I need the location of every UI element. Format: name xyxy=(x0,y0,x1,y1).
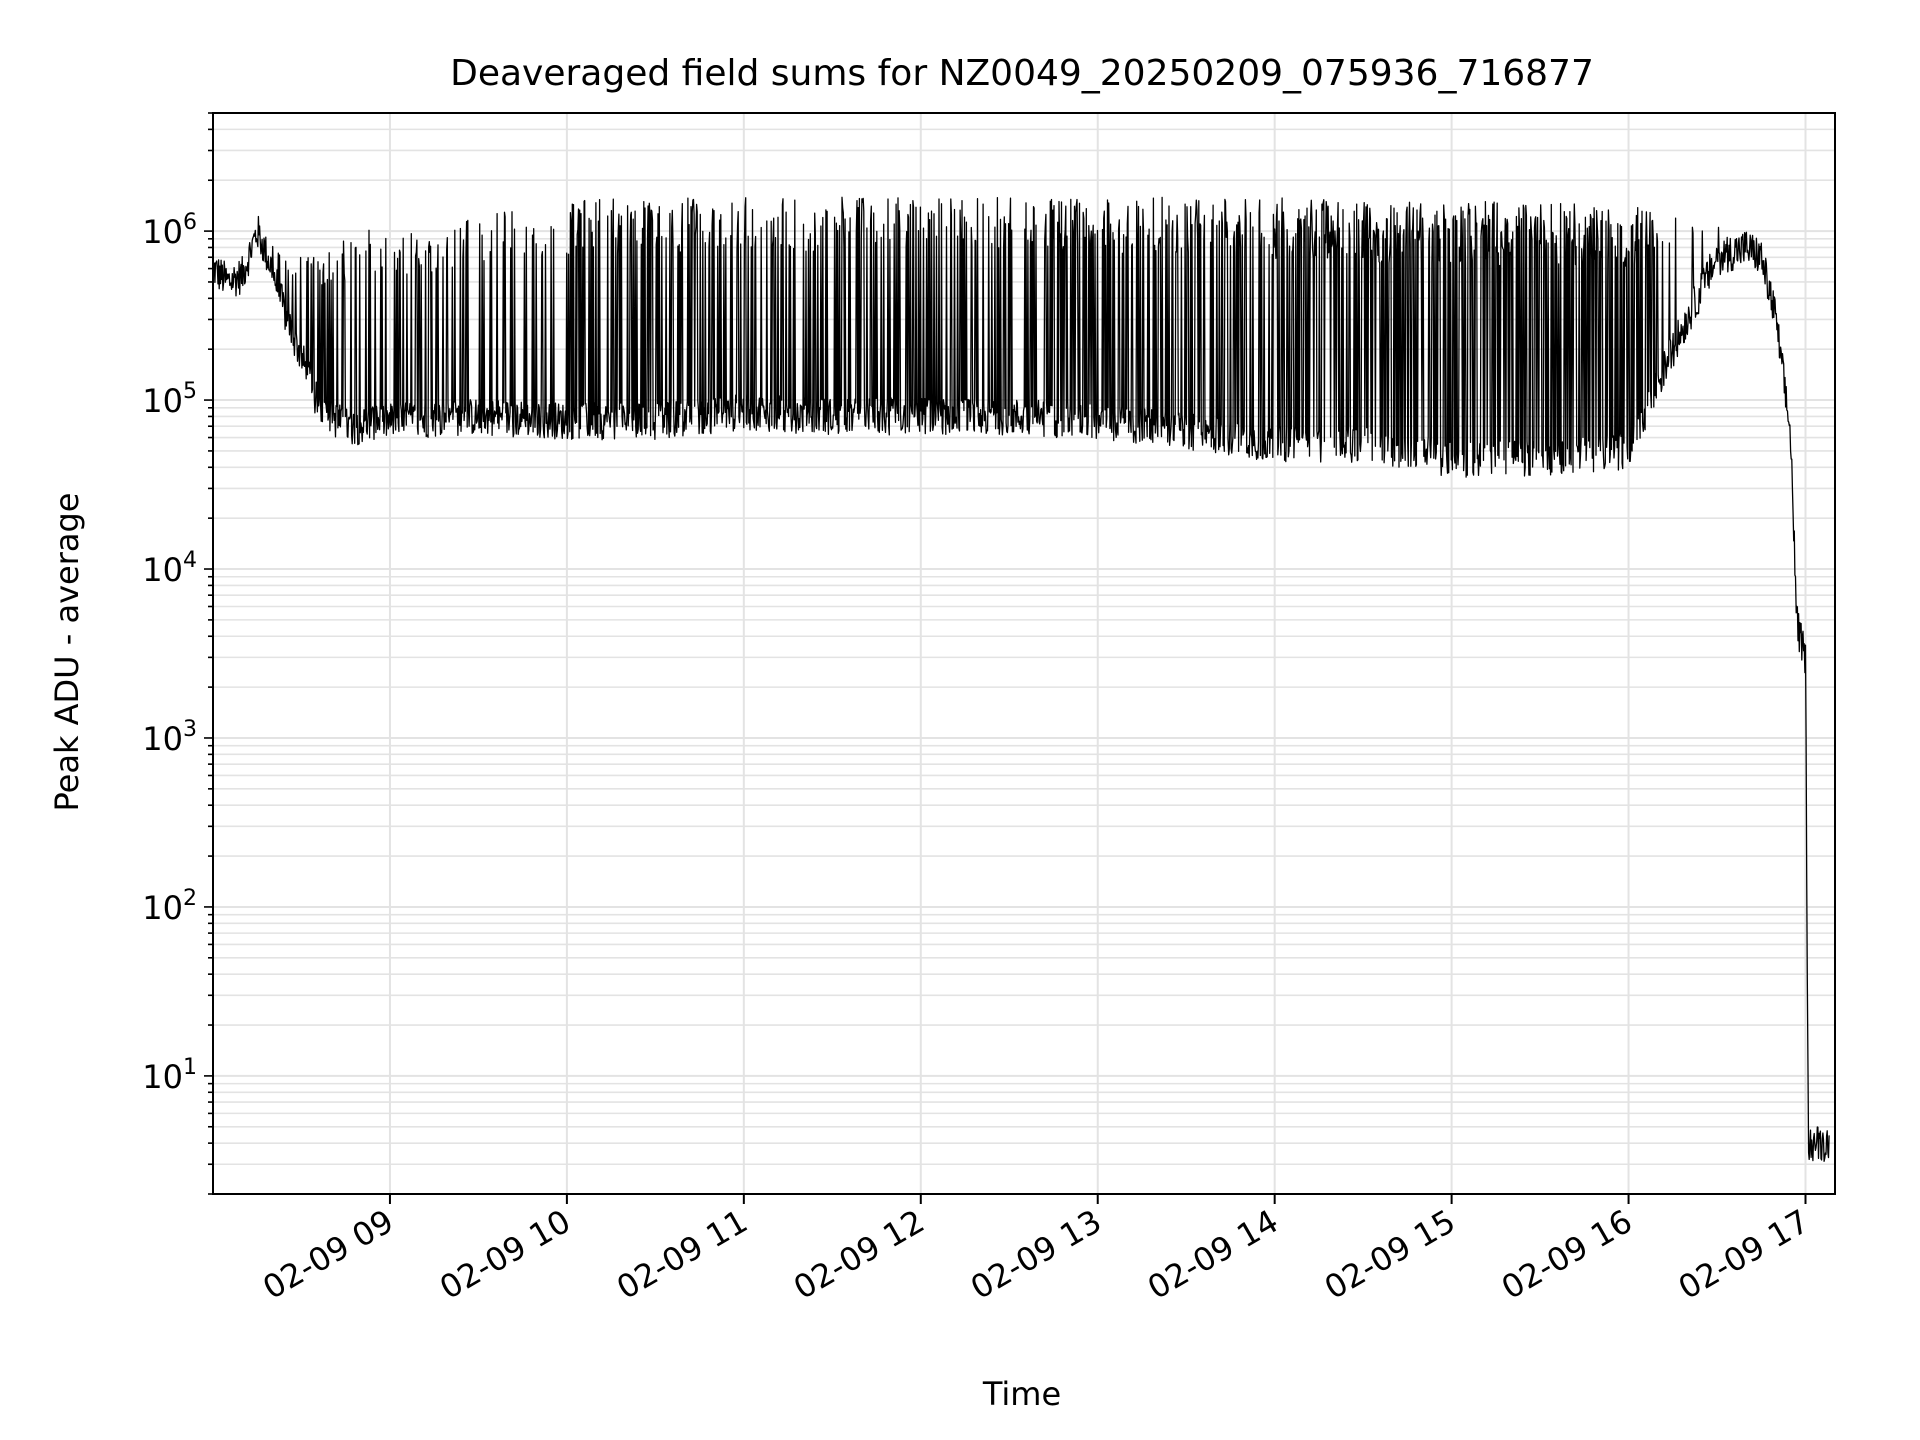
y-tick-label: 102 xyxy=(142,886,197,927)
y-tick-label: 106 xyxy=(142,210,197,251)
y-tick-base: 10 xyxy=(142,1058,183,1096)
y-axis-label: Peak ADU - average xyxy=(48,493,86,812)
x-axis-label: Time xyxy=(982,1375,1061,1413)
y-tick-exponent: 2 xyxy=(183,886,197,911)
y-tick-base: 10 xyxy=(142,720,183,758)
y-tick-label: 103 xyxy=(142,717,197,758)
y-tick-exponent: 4 xyxy=(183,548,197,573)
y-tick-label: 101 xyxy=(142,1055,197,1096)
chart-title: Deaveraged field sums for NZ0049_2025020… xyxy=(450,53,1594,94)
plot-frame xyxy=(212,112,1836,1195)
y-tick-base: 10 xyxy=(142,382,183,420)
y-tick-exponent: 3 xyxy=(183,717,197,742)
y-tick-exponent: 5 xyxy=(183,379,197,404)
y-tick-label: 105 xyxy=(142,379,197,420)
y-tick-base: 10 xyxy=(142,551,183,589)
y-tick-base: 10 xyxy=(142,213,183,251)
y-tick-exponent: 6 xyxy=(183,210,197,235)
series-line xyxy=(212,196,1830,1162)
y-tick-label: 104 xyxy=(142,548,197,589)
y-tick-base: 10 xyxy=(142,889,183,927)
data-layer xyxy=(212,196,1830,1162)
y-tick-exponent: 1 xyxy=(183,1055,197,1080)
